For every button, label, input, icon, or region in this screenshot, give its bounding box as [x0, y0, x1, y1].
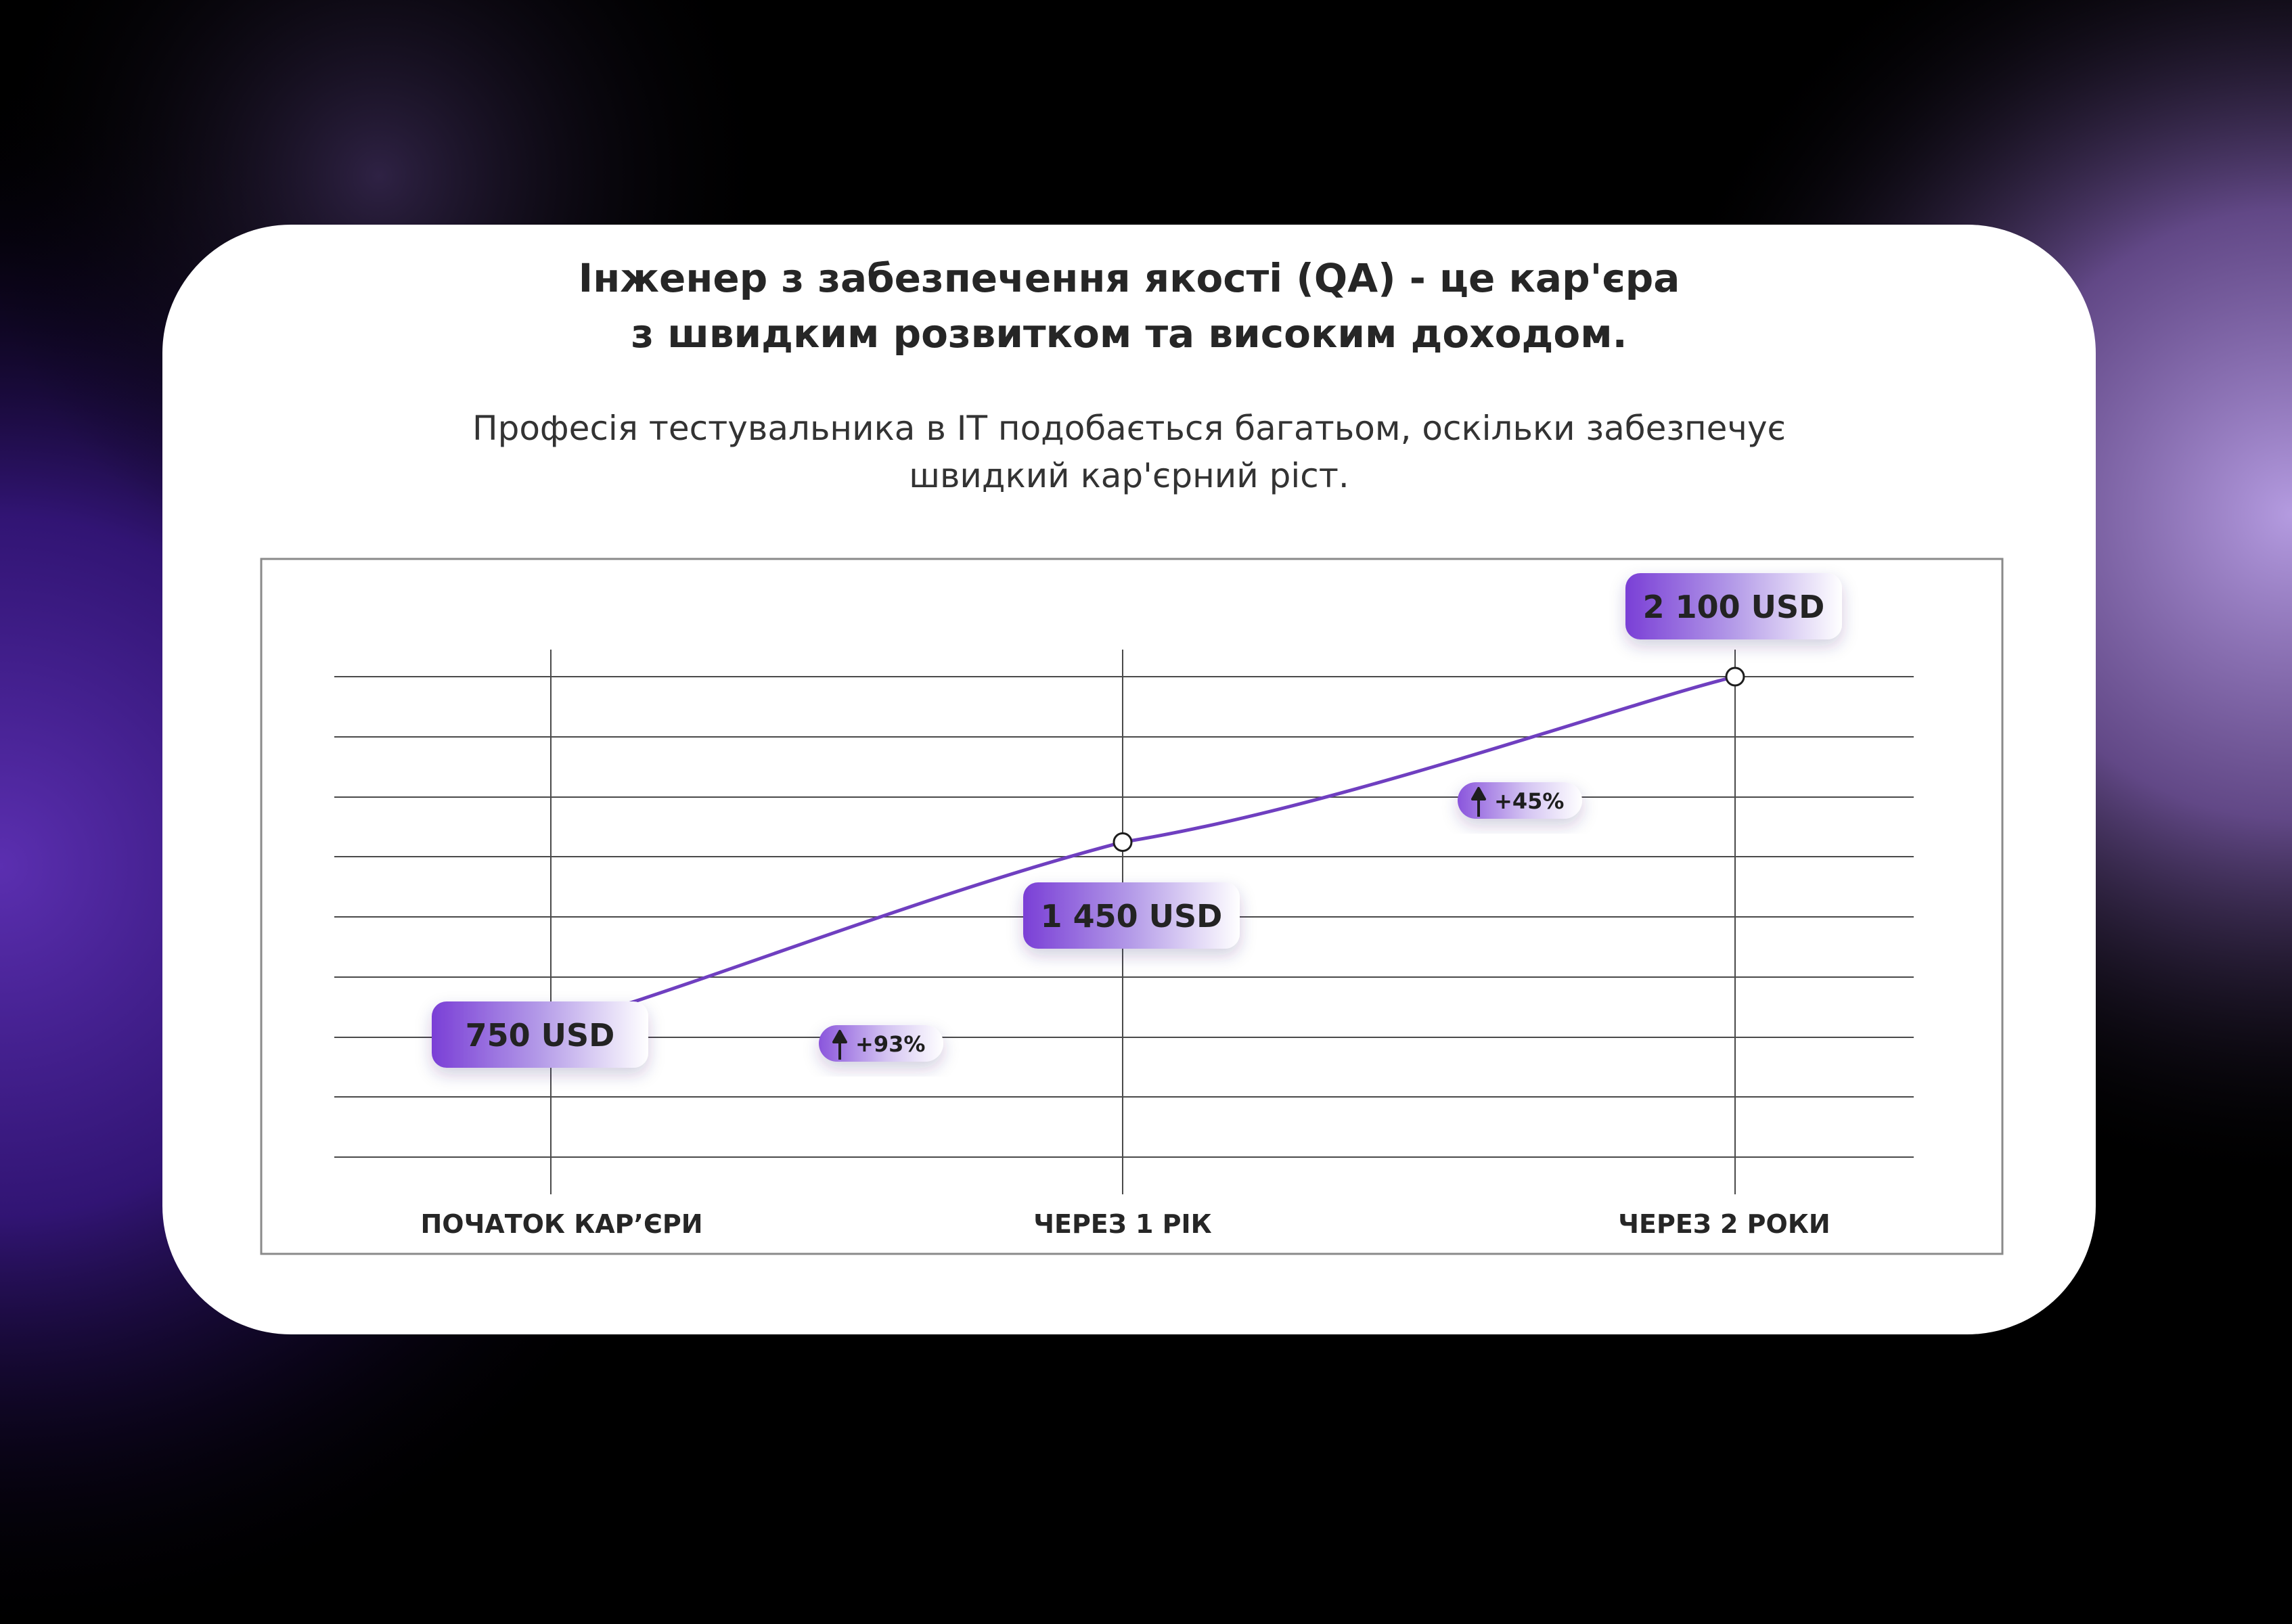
page-title: Інженер з забезпечення якості (QA) - це … [162, 250, 2096, 361]
value-label: 2 100 USD [1643, 589, 1825, 625]
arrow-up-icon [832, 1030, 847, 1060]
x-tick-label: ЧЕРЕЗ 2 РОКИ [1618, 1209, 1830, 1239]
x-tick-label: ПОЧАТОК КАР’ЄРИ [420, 1209, 702, 1239]
value-badge: 1 450 USD [1023, 882, 1240, 949]
growth-pill: +45% [1458, 782, 1582, 819]
value-badge: 750 USD [432, 1001, 648, 1068]
value-labels: 750 USD 1 450 USD 2 100 USD [432, 573, 1842, 1068]
subtitle-line-1: Професія тестувальника в IT подобається … [472, 409, 1786, 448]
value-label: 1 450 USD [1041, 898, 1223, 934]
x-axis-tick-labels: ПОЧАТОК КАР’ЄРИ ЧЕРЕЗ 1 РІК ЧЕРЕЗ 2 РОКИ [420, 1209, 1830, 1239]
x-tick-label: ЧЕРЕЗ 1 РІК [1033, 1209, 1211, 1239]
growth-pill: +93% [819, 1025, 943, 1062]
data-point [1113, 832, 1133, 853]
page-subtitle: Професія тестувальника в IT подобається … [162, 405, 2096, 499]
growth-labels: +93% +45% [819, 782, 1582, 1062]
data-points [541, 667, 1745, 1031]
value-label: 750 USD [466, 1017, 615, 1054]
chart-frame [260, 558, 2004, 1255]
growth-label: +93% [855, 1031, 925, 1057]
growth-label: +45% [1494, 788, 1564, 814]
data-point [1725, 667, 1745, 687]
title-line-2: з швидким розвитком та високим доходом. [631, 311, 1627, 357]
content-card [162, 225, 2096, 1334]
value-badge: 2 100 USD [1625, 573, 1842, 639]
arrow-up-icon [1471, 787, 1486, 817]
series-line [549, 675, 1737, 1028]
subtitle-line-2: швидкий кар'єрний ріст. [909, 456, 1349, 495]
horizontal-gridlines [334, 676, 1914, 1158]
title-line-1: Інженер з забезпечення якості (QA) - це … [578, 255, 1680, 301]
